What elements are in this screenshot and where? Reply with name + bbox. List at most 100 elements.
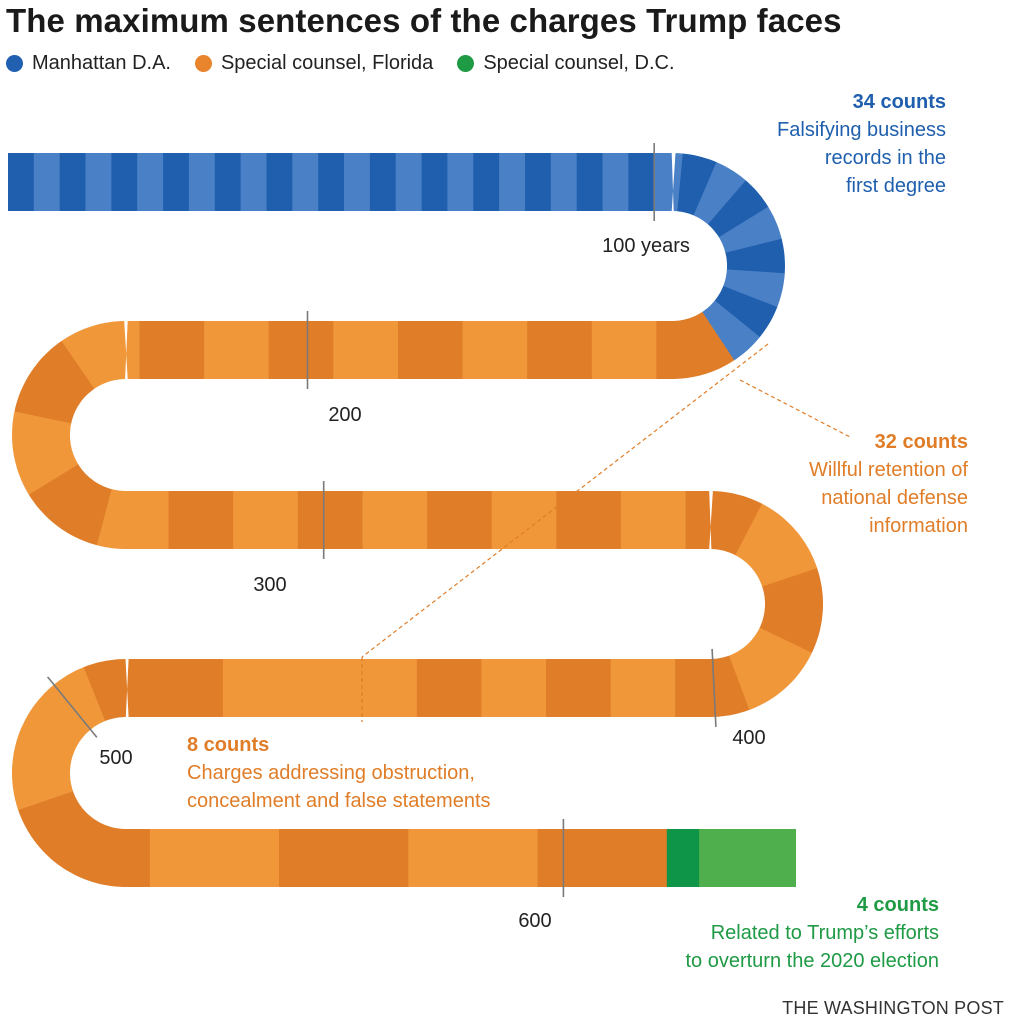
- count-segment-series-2-count-1: [222, 659, 353, 717]
- annotation-retention-line: information: [869, 515, 968, 537]
- annotation-manhattan-count: 34 counts: [852, 91, 946, 113]
- count-segment-series-0-count-27: [677, 153, 717, 216]
- count-segment-series-1-count-32: [351, 659, 417, 717]
- legend-item-dc: Special counsel, D.C.: [457, 52, 675, 75]
- legend-swatch-florida: [194, 55, 212, 72]
- annotation-obstruction-count: 8 counts: [187, 734, 270, 756]
- tick-label-200: 200: [328, 404, 361, 426]
- count-segment-series-3-count-1: [666, 829, 700, 887]
- count-segment-series-1-count-13: [28, 464, 112, 546]
- annotation-retention-line: national defense: [821, 487, 968, 509]
- count-segment-series-1-count-22: [620, 491, 686, 549]
- annotation-dc-line: to overturn the 2020 election: [685, 950, 939, 972]
- count-segment-series-1-count-31: [416, 659, 482, 717]
- count-segment-series-0-count-24: [602, 153, 629, 211]
- count-segment-series-0-count-6: [137, 153, 164, 211]
- legend-label-dc: Special counsel, D.C.: [483, 52, 675, 74]
- count-segment-series-1-count-10: [61, 321, 140, 389]
- count-segment-series-2-count-6: [279, 829, 409, 887]
- count-segment-series-0-count-18: [447, 153, 474, 211]
- annotation-dc: 4 counts Related to Trump’s efforts to o…: [685, 891, 939, 975]
- count-segment-series-0-count-13: [318, 153, 345, 211]
- count-segment-series-2-count-8: [537, 829, 668, 887]
- count-segment-series-0-count-25: [628, 153, 655, 211]
- count-segment-series-0-count-32: [723, 269, 785, 308]
- count-segment-series-0-count-23: [576, 153, 603, 211]
- tick-label-300: 300: [253, 574, 286, 596]
- count-segment-series-1-count-20: [491, 491, 557, 549]
- count-segment-series-1-count-9: [139, 321, 205, 379]
- count-segment-series-1-count-18: [362, 491, 428, 549]
- count-segment-series-0-count-1: [8, 153, 35, 211]
- tick-label-400: 400: [732, 727, 765, 749]
- legend-swatch-dc: [457, 55, 475, 72]
- count-segment-series-0-count-31: [725, 238, 785, 274]
- count-segment-series-1-count-29: [545, 659, 611, 717]
- count-segment-series-1-count-30: [481, 659, 546, 717]
- count-segment-series-1-count-26: [728, 627, 812, 711]
- count-segment-series-0-count-21: [525, 153, 552, 211]
- count-segment-series-0-count-34: [702, 300, 760, 361]
- tick-label-600: 600: [518, 910, 551, 932]
- count-segment-series-0-count-7: [163, 153, 190, 211]
- annotation-retention: 32 counts Willful retention of national …: [809, 428, 968, 540]
- count-segment-series-0-count-10: [240, 153, 267, 211]
- count-segment-series-1-count-5: [397, 321, 463, 379]
- count-segment-series-0-count-20: [499, 153, 526, 211]
- count-segment-series-0-count-11: [266, 153, 293, 211]
- count-segment-series-0-count-22: [550, 153, 578, 211]
- count-segment-series-1-count-7: [268, 321, 334, 379]
- annotation-obstruction: 8 counts Charges addressing obstruction,…: [187, 731, 491, 815]
- annotation-manhattan: 34 counts Falsifying business records in…: [777, 88, 946, 200]
- count-segment-series-0-count-12: [292, 153, 319, 211]
- count-segment-series-0-count-26: [654, 153, 684, 212]
- legend-item-florida: Special counsel, Florida: [194, 52, 434, 75]
- count-segment-series-1-count-14: [96, 489, 169, 549]
- annotation-dc-count: 4 counts: [856, 894, 939, 916]
- chart-title: The maximum sentences of the charges Tru…: [6, 2, 842, 39]
- legend-item-manhattan: Manhattan D.A.: [6, 52, 171, 75]
- tick-label-500: 500: [99, 747, 132, 769]
- count-segment-series-1-count-17: [297, 491, 363, 549]
- legend: Manhattan D.A. Special counsel, Florida …: [6, 52, 699, 75]
- annotation-obstruction-line: Charges addressing obstruction,: [187, 762, 475, 784]
- count-segment-series-0-count-29: [707, 180, 769, 238]
- count-segment-series-1-count-15: [168, 491, 234, 549]
- count-segment-series-1-count-16: [233, 491, 299, 549]
- annotation-manhattan-line: records in the: [824, 147, 946, 169]
- tick-labels: 100 years 200 300 400 500 600: [99, 235, 765, 932]
- annotation-manhattan-line: first degree: [845, 175, 946, 197]
- tick-marks: [46, 143, 717, 897]
- count-segment-series-2-count-5: [149, 829, 280, 887]
- count-segment-series-2-count-2: [83, 659, 223, 722]
- count-segment-series-1-count-11: [14, 341, 95, 424]
- tick-mark-500: [46, 676, 98, 738]
- count-segment-series-0-count-17: [421, 153, 448, 211]
- count-segment-series-0-count-5: [111, 153, 138, 211]
- count-segment-series-1-count-12: [12, 411, 79, 496]
- count-segment-series-1-count-21: [556, 491, 622, 549]
- legend-label-florida: Special counsel, Florida: [220, 52, 434, 74]
- count-segment-series-2-count-3: [12, 667, 106, 811]
- count-segment-series-0-count-3: [59, 153, 86, 211]
- annotation-retention-line: Willful retention of: [809, 459, 968, 481]
- count-segment-series-1-count-1: [656, 311, 735, 379]
- count-segment-series-0-count-14: [344, 153, 371, 211]
- count-segment-series-1-count-28: [610, 659, 676, 717]
- count-segment-series-3-count-2: [699, 829, 796, 887]
- count-segment-series-0-count-9: [214, 153, 241, 211]
- count-segment-series-0-count-19: [473, 153, 500, 211]
- count-segment-series-2-count-7: [408, 829, 538, 887]
- leader-lines: [361, 343, 851, 722]
- count-segment-series-0-count-33: [714, 286, 778, 338]
- count-segment-series-1-count-25: [759, 568, 823, 654]
- count-segment-series-1-count-2: [591, 321, 657, 379]
- count-segment-series-1-count-4: [462, 321, 528, 379]
- annotation-retention-count: 32 counts: [874, 431, 968, 453]
- count-segment-series-0-count-2: [33, 153, 61, 211]
- annotation-manhattan-line: Falsifying business: [777, 119, 946, 141]
- count-segment-series-0-count-8: [188, 153, 216, 211]
- count-segment-series-1-count-3: [526, 321, 592, 379]
- count-segment-series-1-count-6: [332, 321, 398, 379]
